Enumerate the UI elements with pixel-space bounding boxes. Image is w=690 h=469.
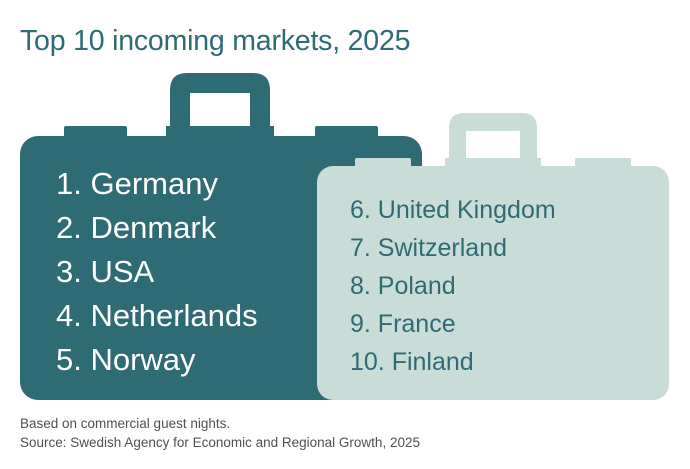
- list-item: 2. Denmark: [56, 210, 217, 245]
- top-markets-list-1-5: 1. Germany 2. Denmark 3. USA 4. Netherla…: [56, 164, 258, 384]
- footnotes: Based on commercial guest nights. Source…: [20, 414, 420, 452]
- list-item: 7. Switzerland: [350, 234, 508, 262]
- list-item: 3. USA: [56, 254, 155, 289]
- basis-note: Based on commercial guest nights.: [20, 416, 231, 431]
- list-item: 10. Finland: [350, 348, 474, 376]
- list-item: 1. Germany: [56, 166, 218, 201]
- top-markets-list-6-10: 6. United Kingdom 7. Switzerland 8. Pola…: [350, 193, 556, 383]
- list-item: 8. Poland: [350, 272, 456, 300]
- page-title: Top 10 incoming markets, 2025: [20, 25, 411, 57]
- list-item: 5. Norway: [56, 342, 196, 377]
- source-note: Source: Swedish Agency for Economic and …: [20, 435, 420, 450]
- list-item: 9. France: [350, 310, 456, 338]
- list-item: 4. Netherlands: [56, 298, 258, 333]
- light-suitcase-icon: [317, 113, 669, 400]
- list-item: 6. United Kingdom: [350, 196, 556, 224]
